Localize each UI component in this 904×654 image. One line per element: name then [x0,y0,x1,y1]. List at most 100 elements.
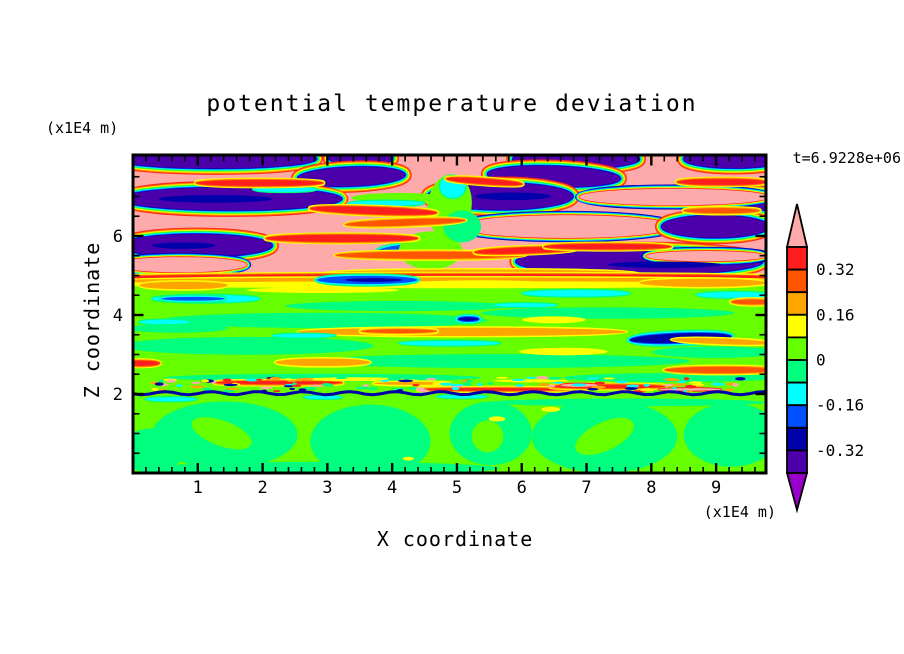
field-shape [303,395,342,399]
y-tick-label: 6 [113,227,123,247]
speckle [202,387,212,391]
x-tick-label: 3 [322,478,332,498]
speckle [225,387,240,391]
colorbar-under-arrow [785,472,809,514]
axes: 1 2 3 4 5 6 7 8 9 2 4 6 [113,153,768,498]
field-shape [360,329,437,334]
x-tick-label: 7 [581,478,591,498]
speckle [477,382,483,387]
colorbar-segment [786,404,808,429]
speckle [415,387,425,391]
colorbar-segment [786,381,808,407]
field-shape [345,278,403,282]
field-shape [133,336,374,355]
field-shape [310,354,691,369]
speckle [380,379,390,382]
speckle [289,387,296,391]
field-shape [731,299,766,305]
speckle [451,386,460,391]
field-shape [481,307,735,319]
speckle [368,387,378,391]
speckle [673,383,682,387]
speckle [462,379,467,383]
field-shape [246,287,399,294]
x-tick-label: 5 [452,478,462,498]
speckle [321,383,332,386]
x-tick-label: 2 [257,478,267,498]
field-shape [658,388,722,391]
speckle [398,379,414,383]
field-shape [677,179,766,185]
colorbar-segment [786,359,808,384]
x-tick-label: 1 [193,478,203,498]
speckle [283,385,294,388]
speckle [223,383,238,387]
field-shape [151,242,216,249]
field-shape [671,337,766,345]
field-shape [471,420,504,453]
speckle [547,376,562,380]
field-shape [158,195,273,203]
colorbar-over-arrow [785,203,809,248]
field-shape [683,155,766,169]
plot-title: potential temperature deviation [206,91,697,117]
speckle [735,377,746,381]
speckle [639,388,655,392]
speckle [439,382,453,386]
speckle [449,383,464,387]
speckle [547,384,556,388]
speckle [536,375,549,380]
field-shape [145,397,197,402]
speckle [245,378,259,382]
speckle [678,380,686,384]
x-tick-label: 8 [646,478,656,498]
field-shape [443,210,482,243]
speckle [175,384,183,387]
field-shape [310,206,437,215]
field-shape [398,341,501,346]
speckle [553,381,563,384]
field-shape [265,234,418,242]
x-unit-label: (x1E4 m) [704,503,776,521]
speckle [603,377,615,380]
field-shape [607,261,722,268]
field-shape [446,177,523,186]
speckle [586,377,600,380]
field-shape [373,381,450,385]
field-shape [139,319,190,325]
field-shape [284,300,513,312]
speckle [643,383,650,387]
speckle [525,376,537,379]
speckle [587,387,599,391]
speckle [624,387,638,391]
field-shape [522,290,630,297]
field-shape [493,303,558,308]
field-shape [683,403,766,467]
field-shape [161,296,225,301]
speckle [537,383,551,386]
speckle [151,387,159,391]
speckle [685,384,697,389]
y-tick-label: 2 [113,385,123,405]
field-shape [196,180,323,186]
field-shape [696,292,766,298]
speckle [691,383,705,386]
field-shape [133,257,247,273]
y-axis-title: Z coordinate [80,242,104,399]
field-shape [133,428,184,473]
speckle [515,384,524,387]
speckle [191,381,201,384]
colorbar-segment [786,268,808,294]
speckle [495,376,508,379]
speckle [683,377,690,381]
field-shape [436,395,488,399]
speckle [159,379,164,383]
speckle [724,388,734,392]
field-shape [145,461,501,473]
speckle [664,378,679,381]
speckle [362,384,370,387]
field-shape [522,316,586,324]
colorbar-tick-label: 0.32 [816,260,855,279]
speckle [283,378,293,381]
y-unit-label: (x1E4 m) [46,119,118,137]
